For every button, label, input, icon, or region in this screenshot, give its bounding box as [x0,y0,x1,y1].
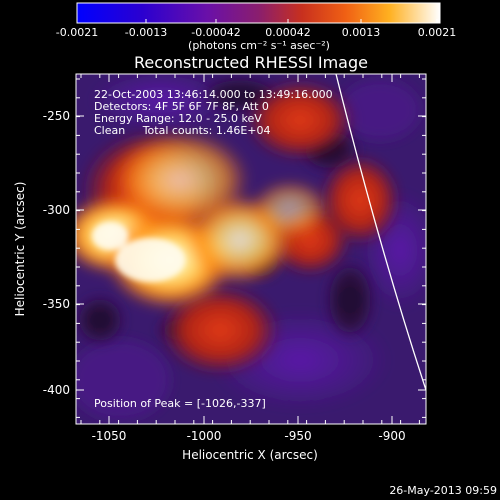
colorbar-gradient [76,2,441,24]
colorbar-ticks [76,19,438,23]
colorbar: -0.0021 -0.0013 -0.00042 0.00042 0.0013 0.002… [56,2,456,52]
colorbar-tick-label: 0.0013 [342,26,381,39]
y-tick-label: -400 [43,383,70,397]
footer-timestamp: 26-May-2013 09:59 [389,484,497,497]
colorbar-tick-label: 0.0021 [418,26,457,39]
colorbar-units-label: (photons cm⁻² s⁻¹ asec⁻²) [188,39,330,52]
annotation-clean-counts: Clean Total counts: 1.46E+04 [94,124,271,137]
x-tick-label: -1000 [187,429,222,443]
y-tick-label: -300 [43,203,70,217]
plot-title: Reconstructed RHESSI Image [134,53,368,72]
annotation-time-range: 22-Oct-2003 13:46:14.000 to 13:49:16.000 [94,88,333,101]
annotation-detectors: Detectors: 4F 5F 6F 7F 8F, Att 0 [94,100,269,113]
solar-limb-curve [335,74,426,391]
x-tick-label: -900 [378,429,405,443]
colorbar-tick-label: 0.00042 [265,26,311,39]
plot-axes: -1050 -1000 -950 -900 -250 -300 -350 -400 [43,73,427,443]
annotation-peak-position: Position of Peak = [-1026,-337] [94,397,266,410]
x-tick-label: -1050 [92,429,127,443]
y-tick-label: -250 [43,109,70,123]
colorbar-tick-label: -0.0013 [125,26,167,39]
solar-image [76,74,426,424]
colorbar-tick-label: -0.0021 [56,26,98,39]
annotation-block: 22-Oct-2003 13:46:14.000 to 13:49:16.000… [94,88,333,410]
x-axis-label: Heliocentric X (arcsec) [182,448,318,462]
y-axis-label: Heliocentric Y (arcsec) [13,182,27,317]
y-axis: -250 -300 -350 -400 [43,78,426,418]
x-axis: -1050 -1000 -950 -900 [80,74,420,443]
plot-frame [75,73,427,425]
y-tick-label: -350 [43,297,70,311]
colorbar-tick-labels: -0.0021 -0.0013 -0.00042 0.00042 0.0013 0.002… [56,26,456,39]
colorbar-tick-label: -0.00042 [191,26,240,39]
x-tick-label: -950 [284,429,311,443]
annotation-energy-range: Energy Range: 12.0 - 25.0 keV [94,112,262,125]
